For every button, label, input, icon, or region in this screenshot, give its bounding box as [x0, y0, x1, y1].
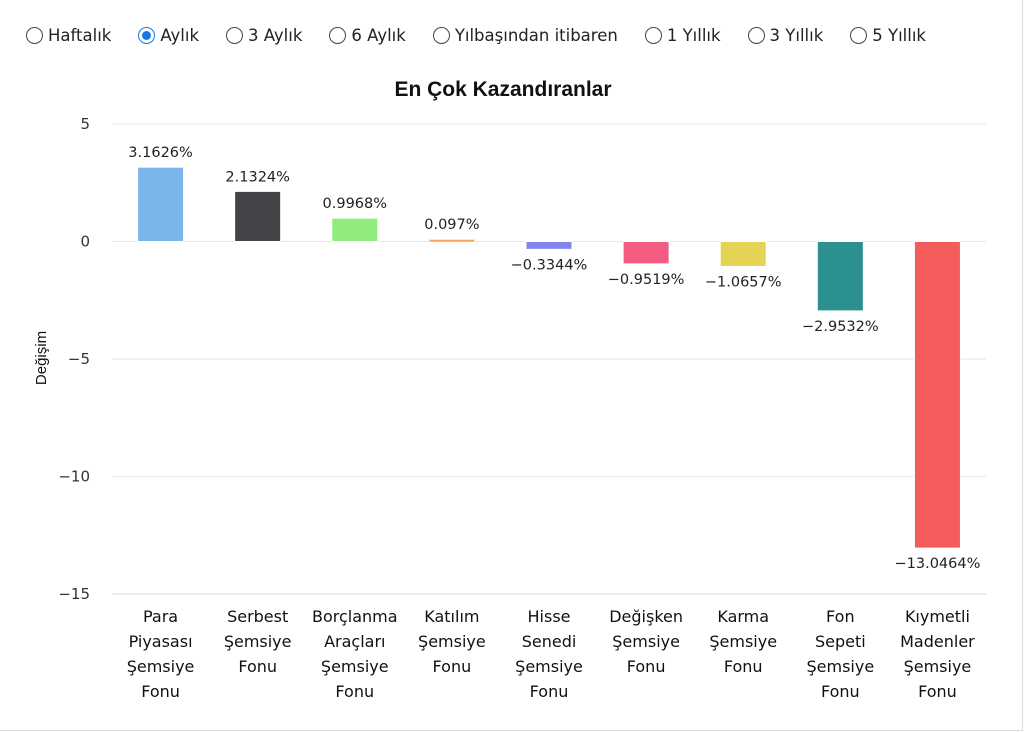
period-label: 5 Yıllık [872, 25, 926, 45]
period-option-1[interactable]: Aylık [138, 26, 199, 45]
category-label: Fonu [627, 657, 666, 676]
period-label: 6 Aylık [351, 25, 406, 45]
y-tick-label: −5 [68, 350, 90, 368]
category-label: Piyasası [129, 632, 193, 651]
category-label: Serbest [227, 607, 288, 626]
category-label: Şemsiye [806, 657, 874, 676]
bar[interactable] [234, 190, 282, 242]
period-option-6[interactable]: 3 Yıllık [747, 25, 824, 45]
category-label: Fonu [918, 682, 957, 701]
category-label: Fon [826, 607, 855, 626]
period-label: Yılbaşından itibaren [454, 25, 618, 45]
category-label: Senedi [522, 632, 577, 651]
bar[interactable] [913, 241, 961, 549]
category-label: Hisse [528, 607, 571, 626]
bar[interactable] [428, 238, 476, 243]
y-tick-label: −10 [58, 468, 90, 486]
period-label: 3 Yıllık [769, 25, 824, 45]
category-label: Şemsiye [224, 632, 292, 651]
period-option-7[interactable]: 5 Yıllık [850, 26, 926, 45]
y-axis-label: Değişim [33, 331, 50, 385]
category-label: Şemsiye [612, 632, 680, 651]
bar[interactable] [525, 241, 573, 250]
data-label: 0.9968% [323, 196, 388, 212]
category-label: Şemsiye [127, 657, 195, 676]
period-option-0[interactable]: Haftalık [26, 26, 111, 45]
period-option-2[interactable]: 3 Aylık [226, 26, 302, 45]
category-label: Şemsiye [515, 657, 583, 676]
period-radio[interactable] [226, 26, 243, 44]
period-radio[interactable] [850, 26, 868, 44]
bar[interactable] [719, 241, 767, 268]
category-label: Fonu [335, 682, 374, 701]
category-label: Sepeti [815, 632, 866, 651]
category-label: Şemsiye [904, 657, 972, 676]
category-label: Şemsiye [418, 632, 486, 651]
period-option-3[interactable]: 6 Aylık [329, 25, 406, 45]
category-label: Şemsiye [321, 657, 389, 676]
category-label: Fonu [530, 682, 569, 701]
category-label: Para [143, 607, 178, 626]
y-tick-label: 0 [80, 233, 90, 251]
chart-title: En Çok Kazandıranlar [394, 78, 611, 101]
category-label: Fonu [821, 682, 860, 701]
period-radio[interactable] [432, 26, 450, 44]
category-label: Karma [717, 607, 769, 626]
period-option-5[interactable]: 1 Yıllık [644, 25, 721, 45]
data-label: −2.9532% [802, 319, 879, 335]
y-tick-label: 5 [80, 115, 90, 133]
data-label: −0.9519% [608, 272, 685, 288]
period-radio[interactable] [644, 26, 662, 44]
category-label: Fonu [238, 657, 277, 676]
data-label: −0.3344% [511, 257, 588, 273]
category-label: Araçları [324, 632, 385, 651]
category-label: Katılım [424, 607, 479, 626]
y-tick-label: −15 [58, 585, 90, 603]
data-label: −13.0464% [894, 556, 980, 572]
period-radio[interactable] [26, 26, 43, 44]
period-label: 3 Aylık [248, 25, 303, 45]
data-label: −1.0657% [705, 275, 782, 291]
category-label: Fonu [141, 682, 180, 701]
period-label: Aylık [160, 25, 199, 45]
category-label: Değişken [609, 607, 683, 626]
period-radio[interactable] [329, 26, 347, 44]
bar[interactable] [816, 241, 864, 312]
period-radio[interactable] [138, 26, 156, 44]
category-label: Kıymetli [905, 607, 970, 626]
period-option-4[interactable]: Yılbaşından itibaren [432, 25, 618, 45]
bar[interactable] [331, 217, 379, 242]
data-label: 0.097% [424, 217, 479, 233]
data-label: 2.1324% [225, 169, 290, 185]
period-selector: Haftalık Aylık 3 Aylık 6 Aylık Yılbaşından i… [26, 22, 953, 48]
category-label: Fonu [724, 657, 763, 676]
data-label: 3.1626% [128, 145, 193, 161]
category-label: Şemsiye [709, 632, 777, 651]
category-label: Fonu [433, 657, 472, 676]
category-label: Madenler [900, 632, 975, 651]
period-radio[interactable] [747, 26, 765, 44]
bar[interactable] [622, 241, 670, 265]
period-label: Haftalık [48, 25, 112, 45]
category-label: Borçlanma [312, 607, 398, 626]
bar[interactable] [137, 166, 185, 242]
period-label: 1 Yıllık [666, 25, 721, 45]
